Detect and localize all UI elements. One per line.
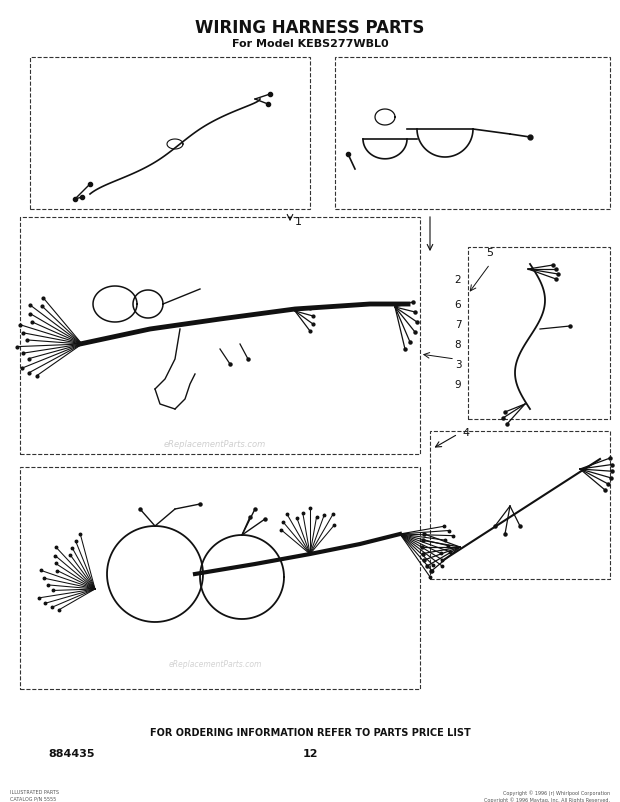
Text: 2: 2	[454, 274, 461, 285]
Text: 7: 7	[454, 320, 461, 330]
Text: 884435: 884435	[49, 748, 95, 758]
Text: eReplacementParts.com: eReplacementParts.com	[164, 440, 266, 449]
Text: 8: 8	[454, 339, 461, 350]
Text: 12: 12	[302, 748, 317, 758]
Text: eReplacementParts.com: eReplacementParts.com	[168, 660, 262, 669]
Text: 1: 1	[295, 217, 302, 227]
Bar	[30, 58, 310, 210]
Text: 4: 4	[462, 427, 469, 437]
Bar	[20, 217, 420, 455]
Text: 3: 3	[454, 359, 461, 370]
Text: WIRING HARNESS PARTS: WIRING HARNESS PARTS	[195, 19, 425, 37]
Text: ILLUSTRATED PARTS
CATALOG P/N 5555: ILLUSTRATED PARTS CATALOG P/N 5555	[10, 789, 59, 800]
Bar	[468, 248, 610, 419]
Text: 9: 9	[454, 379, 461, 390]
Text: FOR ORDERING INFORMATION REFER TO PARTS PRICE LIST: FOR ORDERING INFORMATION REFER TO PARTS …	[149, 727, 471, 737]
Text: 5: 5	[487, 248, 494, 257]
Text: 6: 6	[454, 300, 461, 310]
Bar	[335, 58, 610, 210]
Bar	[20, 468, 420, 689]
Text: For Model KEBS277WBL0: For Model KEBS277WBL0	[232, 39, 388, 49]
Text: Copyright © 1996 (r) Whirlpool Corporation
Copyright © 1996 Maytag, Inc. All Rig: Copyright © 1996 (r) Whirlpool Corporati…	[484, 789, 610, 802]
Bar	[430, 431, 610, 579]
